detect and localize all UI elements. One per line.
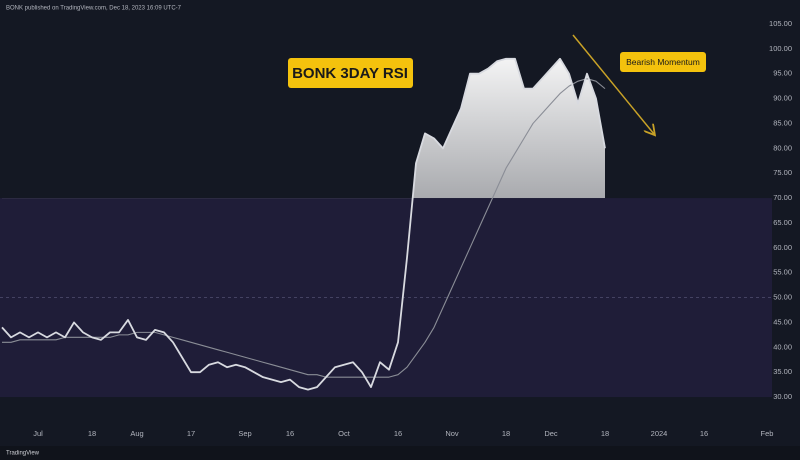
- x-tick-label: 17: [187, 429, 195, 438]
- y-tick-label: 60.00: [773, 243, 792, 252]
- y-tick-label: 85.00: [773, 118, 792, 127]
- x-tick-label: Dec: [544, 429, 558, 438]
- x-tick-label: 16: [700, 429, 708, 438]
- y-tick-label: 55.00: [773, 268, 792, 277]
- plot: 30.00 35.00 40.00 45.00 50.00 55.00 60.00 65.00…: [0, 19, 792, 438]
- x-tick-label: Nov: [445, 429, 459, 438]
- x-tick-label: Sep: [238, 429, 251, 438]
- y-tick-label: 100.00: [769, 44, 792, 53]
- y-tick-label: 70.00: [773, 193, 792, 202]
- x-tick-label: 2024: [651, 429, 668, 438]
- y-tick-label: 105.00: [769, 19, 792, 28]
- x-tick-label: 16: [394, 429, 402, 438]
- x-tick-label: 16: [286, 429, 294, 438]
- rsi-line: [1, 57, 606, 391]
- y-tick-label: 75.00: [773, 168, 792, 177]
- y-tick-label: 30.00: [773, 392, 792, 401]
- ma-line: [2, 78, 606, 378]
- x-tick-label: Aug: [130, 429, 143, 438]
- chart-title: BONK 3DAY RSI: [292, 65, 408, 82]
- y-tick-label: 80.00: [773, 143, 792, 152]
- y-tick-label: 65.00: [773, 218, 792, 227]
- annotation-box: [620, 52, 706, 72]
- overbought-fill: [2, 58, 605, 199]
- arrow: [572, 34, 654, 134]
- y-tick-label: 90.00: [773, 94, 792, 103]
- footer-logo: TradingView: [6, 451, 40, 457]
- x-tick-label: 18: [502, 429, 510, 438]
- y-tick-label: 50.00: [773, 293, 792, 302]
- header: BONK published on TradingView.com, Dec 1…: [6, 6, 182, 12]
- x-tick-label: Jul: [33, 429, 43, 438]
- x-tick-label: 18: [601, 429, 609, 438]
- annotation: Bearish Momentum: [626, 57, 700, 67]
- y-tick-label: 35.00: [773, 367, 792, 376]
- x-tick-label: 18: [88, 429, 96, 438]
- y-tick-label: 40.00: [773, 342, 792, 351]
- footer-bar: [0, 446, 800, 460]
- title-box: [288, 58, 413, 88]
- y-tick-label: 45.00: [773, 317, 792, 326]
- x-tick-label: Feb: [761, 429, 774, 438]
- y-tick-label: 95.00: [773, 69, 792, 78]
- x-tick-label: Oct: [338, 429, 351, 438]
